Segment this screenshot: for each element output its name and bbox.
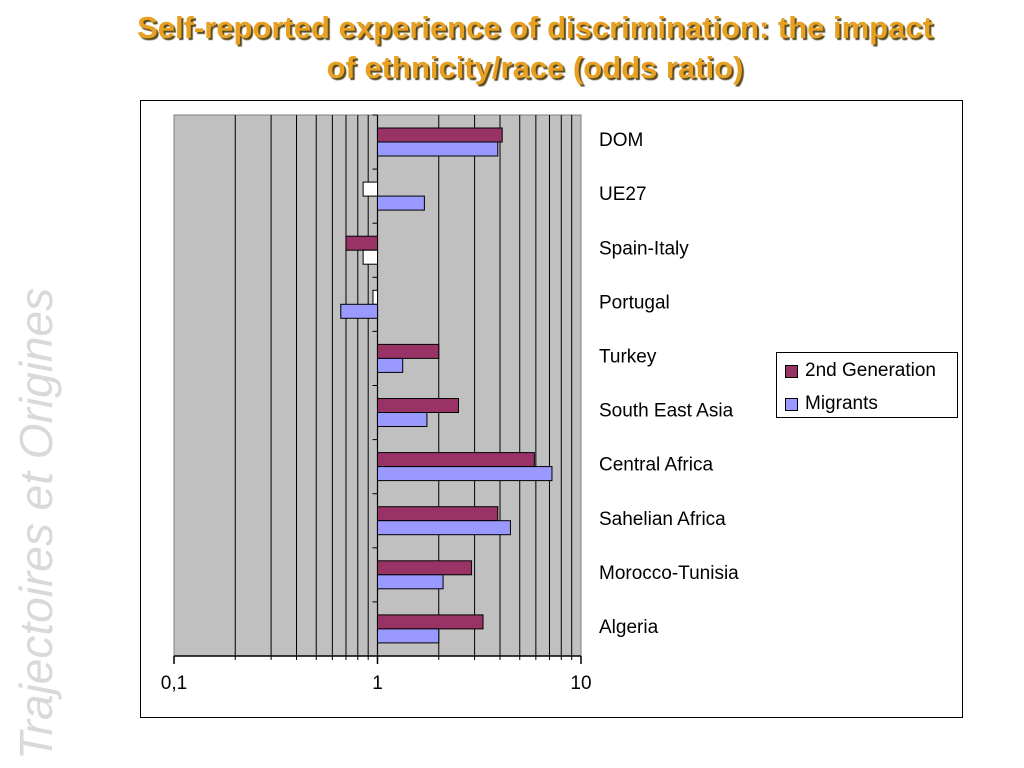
bar-2nd-generation: [345, 235, 378, 251]
legend-swatch-migrants: [785, 397, 798, 411]
bar-chart: DOM UE27 Spain-Italy Portugal Turkey South Ea…: [161, 114, 739, 694]
watermark-text: Trajectoires et Origines: [10, 288, 62, 760]
category-label: Portugal: [599, 292, 670, 313]
category-label: Algeria: [599, 617, 659, 638]
bar-migrants: [340, 303, 378, 319]
chart-legend: 2nd Generation Migrants: [776, 352, 958, 418]
bar-migrants: [377, 357, 404, 373]
bar-migrants: [362, 249, 378, 265]
bar-2nd-generation: [372, 289, 378, 305]
legend-item-migrants: Migrants: [785, 393, 878, 415]
category-label: Central Africa: [599, 455, 713, 476]
bar-2nd-generation: [377, 127, 503, 143]
category-label: Turkey: [599, 346, 657, 367]
category-label: South East Asia: [599, 401, 734, 422]
bar-migrants: [377, 574, 444, 590]
bar-migrants: [377, 520, 511, 536]
bar-2nd-generation: [377, 614, 484, 630]
x-tick-label: 10: [570, 673, 591, 694]
watermark-logo: Trajectoires et Origines: [10, 288, 62, 760]
category-label: UE27: [599, 184, 647, 205]
legend-swatch-2nd-generation: [785, 364, 798, 378]
bar-2nd-generation: [377, 560, 473, 576]
x-tick-label: 0,1: [161, 673, 187, 694]
slide-title-line1: Self-reported experience of discriminati…: [137, 10, 933, 45]
x-tick-label: 1: [372, 673, 383, 694]
bar-2nd-generation: [377, 398, 459, 413]
bar-migrants: [377, 628, 440, 644]
category-label: DOM: [599, 130, 643, 151]
legend-label-2nd-generation: 2nd Generation: [805, 360, 936, 381]
category-label: Morocco-Tunisia: [599, 563, 739, 584]
category-label: Sahelian Africa: [599, 509, 726, 530]
bar-migrants: [377, 466, 553, 482]
bar-migrants: [377, 412, 428, 427]
bar-migrants: [377, 195, 425, 211]
bar-2nd-generation: [362, 181, 378, 197]
slide-title: Self-reported experience of discriminati…: [30, 8, 1024, 88]
bar-2nd-generation: [377, 452, 535, 468]
category-label: Spain-Italy: [599, 238, 689, 259]
legend-item-2nd-generation: 2nd Generation: [785, 360, 936, 382]
bar-2nd-generation: [377, 506, 499, 522]
bar-migrants: [377, 141, 499, 157]
legend-label-migrants: Migrants: [805, 393, 878, 414]
slide-title-line2: of ethnicity/race (odds ratio): [326, 50, 744, 85]
bar-2nd-generation: [377, 343, 440, 359]
